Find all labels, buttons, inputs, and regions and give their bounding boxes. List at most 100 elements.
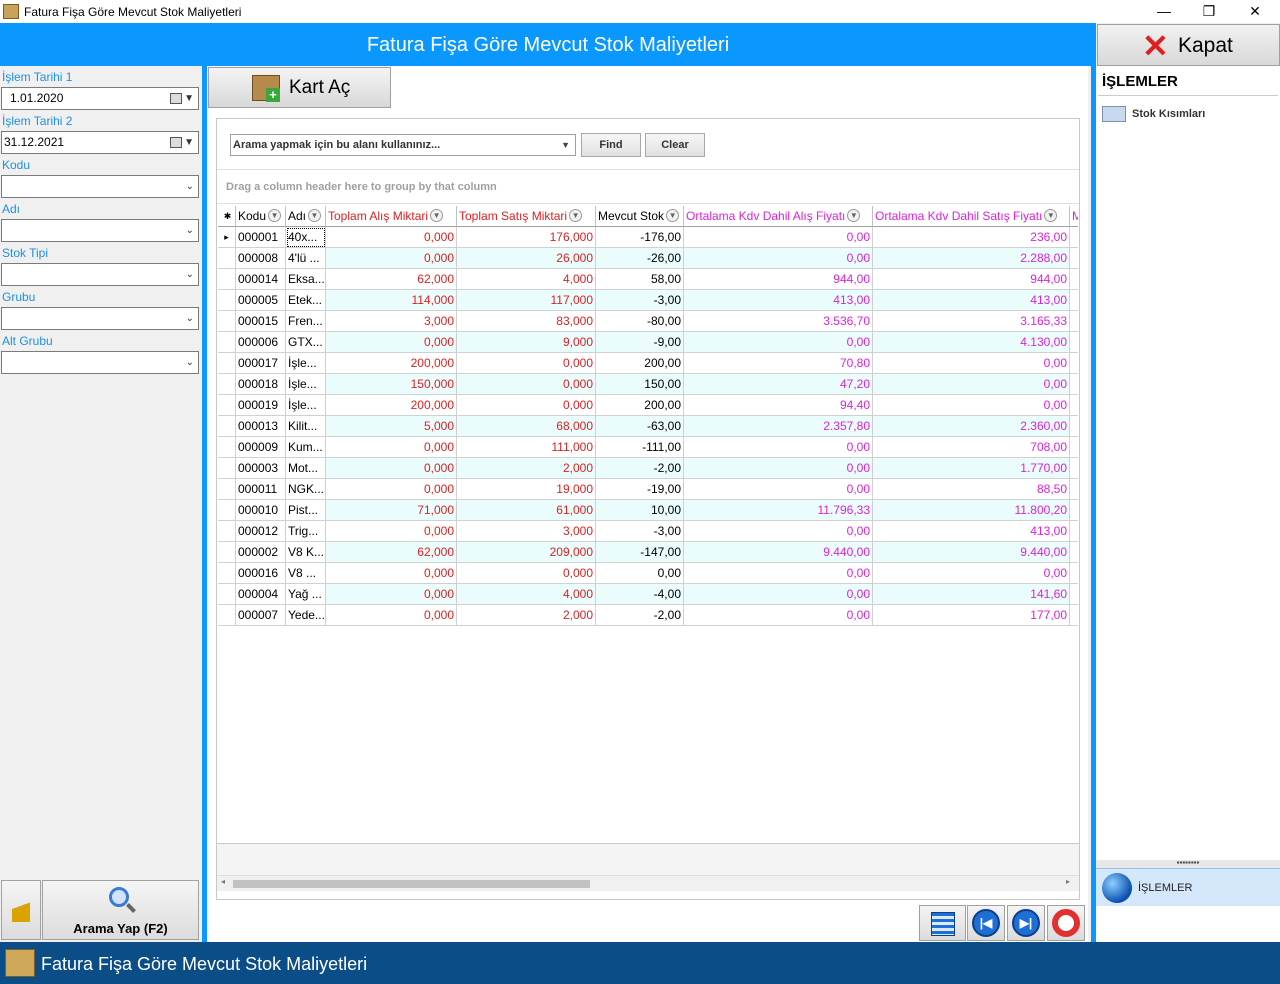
table-cell-satis[interactable]: 176,000	[457, 227, 596, 248]
table-cell-kodu[interactable]: 000003	[236, 458, 286, 479]
table-cell-kodu[interactable]: 000013	[236, 416, 286, 437]
table-cell-satis[interactable]: 68,000	[457, 416, 596, 437]
table-cell-satis[interactable]: 0,000	[457, 563, 596, 584]
table-row[interactable]: 000016 V8 ... 0,000 0,000 0,00 0,00 0,00	[218, 563, 1078, 584]
table-row[interactable]: 000011 NGK... 0,000 19,000 -19,00 0,00 88,50	[218, 479, 1078, 500]
table-cell-ort_satis[interactable]: 1.770,00	[873, 458, 1070, 479]
panel-gripper[interactable]: ▪▪▪▪▪▪▪▪	[1096, 859, 1280, 868]
table-cell-alis[interactable]: 0,000	[326, 584, 457, 605]
table-cell-stok[interactable]: 200,00	[596, 395, 684, 416]
table-cell-kodu[interactable]: 000017	[236, 353, 286, 374]
table-cell-adi[interactable]: GTX...	[286, 332, 326, 353]
table-cell-kodu[interactable]: 000016	[236, 563, 286, 584]
table-cell-ort_alis[interactable]: 94,40	[684, 395, 873, 416]
table-cell-adi[interactable]: Kilit...	[286, 416, 326, 437]
table-cell-adi[interactable]: 4'lü ...	[286, 248, 326, 269]
stok-kisimlari-item[interactable]: Stok Kısımları	[1102, 106, 1205, 122]
table-cell-kodu[interactable]: 000019	[236, 395, 286, 416]
table-cell-ort_satis[interactable]: 708,00	[873, 437, 1070, 458]
table-cell-ort_satis[interactable]: 413,00	[873, 290, 1070, 311]
table-cell-satis[interactable]: 83,000	[457, 311, 596, 332]
table-cell-satis[interactable]: 117,000	[457, 290, 596, 311]
column-filter-icon[interactable]: ▼	[666, 209, 680, 223]
table-cell-alis[interactable]: 0,000	[326, 479, 457, 500]
table-cell-ort_alis[interactable]: 2.357,80	[684, 416, 873, 437]
column-header-ort_satis[interactable]: Ortalama Kdv Dahil Satış Fiyatı ▼	[873, 206, 1070, 227]
row-indicator[interactable]	[218, 563, 236, 584]
clear-filters-button[interactable]	[1, 880, 41, 940]
table-cell-kodu[interactable]: 000002	[236, 542, 286, 563]
table-cell-kodu[interactable]: 000009	[236, 437, 286, 458]
table-cell-adi[interactable]: Yede...	[286, 605, 326, 626]
table-cell-stok[interactable]: -2,00	[596, 605, 684, 626]
table-cell-alis[interactable]: 200,000	[326, 353, 457, 374]
table-cell-alis[interactable]: 200,000	[326, 395, 457, 416]
table-cell-ort_alis[interactable]: 0,00	[684, 227, 873, 248]
chevron-down-icon[interactable]: ⌄	[185, 225, 194, 236]
table-cell-ort_alis[interactable]: 9.440,00	[684, 542, 873, 563]
table-row[interactable]: 000019 İşle... 200,000 0,000 200,00 94,40 0,00	[218, 395, 1078, 416]
column-filter-icon[interactable]: ▼	[847, 209, 861, 223]
table-cell-adi[interactable]: İşle...	[286, 353, 326, 374]
table-cell-satis[interactable]: 0,000	[457, 353, 596, 374]
table-cell-ort_alis[interactable]: 944,00	[684, 269, 873, 290]
table-cell-satis[interactable]: 2,000	[457, 458, 596, 479]
close-form-button[interactable]: ✕ Kapat	[1097, 24, 1280, 66]
table-cell-ort_satis[interactable]: 3.165,33	[873, 311, 1070, 332]
table-cell-adi[interactable]: 40x...	[286, 227, 326, 248]
column-header-satis[interactable]: Toplam Satış Miktari ▼	[457, 206, 596, 227]
table-row[interactable]: 000007 Yede... 0,000 2,000 -2,00 0,00 177,00	[218, 605, 1078, 626]
table-cell-kodu[interactable]: 000007	[236, 605, 286, 626]
row-indicator[interactable]	[218, 521, 236, 542]
grid-options-button[interactable]	[919, 905, 966, 941]
table-cell-adi[interactable]: Trig...	[286, 521, 326, 542]
column-filter-icon[interactable]: ▼	[308, 209, 322, 223]
column-header-ort_alis[interactable]: Ortalama Kdv Dahil Alış Fiyatı ▼	[684, 206, 873, 227]
right-splitter[interactable]	[1088, 66, 1096, 942]
table-row[interactable]: 000018 İşle... 150,000 0,000 150,00 47,20 0,00	[218, 374, 1078, 395]
last-record-button[interactable]: ▶|	[1007, 905, 1045, 941]
table-cell-ort_satis[interactable]: 413,00	[873, 521, 1070, 542]
column-filter-icon[interactable]: ▼	[569, 209, 583, 223]
chevron-down-icon[interactable]: ▼	[184, 137, 194, 148]
table-row[interactable]: 000014 Eksa... 62,000 4,000 58,00 944,00 944,0…	[218, 269, 1078, 290]
table-cell-ort_satis[interactable]: 0,00	[873, 374, 1070, 395]
table-cell-alis[interactable]: 0,000	[326, 437, 457, 458]
chevron-down-icon[interactable]: ▼	[184, 93, 194, 104]
table-cell-stok[interactable]: -19,00	[596, 479, 684, 500]
table-cell-kodu[interactable]: 000010	[236, 500, 286, 521]
row-indicator[interactable]	[218, 584, 236, 605]
table-cell-alis[interactable]: 71,000	[326, 500, 457, 521]
table-cell-satis[interactable]: 3,000	[457, 521, 596, 542]
table-cell-stok[interactable]: 10,00	[596, 500, 684, 521]
chevron-down-icon[interactable]: ▼	[561, 140, 570, 150]
chevron-down-icon[interactable]: ⌄	[185, 313, 194, 324]
table-cell-adi[interactable]: Etek...	[286, 290, 326, 311]
grid-search-input[interactable]: Arama yapmak için bu alanı kullanınız...…	[230, 134, 576, 156]
grubu-select[interactable]: ⌄	[1, 307, 199, 330]
islem-tarihi-2-field[interactable]: 31.12.2021 ▼	[1, 131, 199, 154]
minimize-button[interactable]: —	[1157, 3, 1171, 19]
table-cell-alis[interactable]: 62,000	[326, 542, 457, 563]
table-row[interactable]: 000004 Yağ ... 0,000 4,000 -4,00 0,00 141,60	[218, 584, 1078, 605]
table-row[interactable]: 000006 GTX... 0,000 9,000 -9,00 0,00 4.130,00	[218, 332, 1078, 353]
table-cell-satis[interactable]: 19,000	[457, 479, 596, 500]
table-cell-ort_satis[interactable]: 0,00	[873, 395, 1070, 416]
table-row[interactable]: 000013 Kilit... 5,000 68,000 -63,00 2.357,80 2…	[218, 416, 1078, 437]
column-filter-icon[interactable]: ▼	[268, 209, 282, 223]
row-indicator[interactable]	[218, 332, 236, 353]
table-cell-kodu[interactable]: 000008	[236, 248, 286, 269]
table-cell-ort_alis[interactable]: 0,00	[684, 563, 873, 584]
clear-button[interactable]: Clear	[645, 133, 705, 157]
table-cell-adi[interactable]: Fren...	[286, 311, 326, 332]
table-cell-ort_alis[interactable]: 0,00	[684, 437, 873, 458]
table-cell-alis[interactable]: 62,000	[326, 269, 457, 290]
kart-ac-button[interactable]: + Kart Aç	[208, 67, 391, 108]
table-cell-stok[interactable]: -147,00	[596, 542, 684, 563]
table-cell-stok[interactable]: 58,00	[596, 269, 684, 290]
find-button[interactable]: Find	[581, 133, 641, 157]
table-cell-kodu[interactable]: 000012	[236, 521, 286, 542]
table-row[interactable]: 000003 Mot... 0,000 2,000 -2,00 0,00 1.770,00	[218, 458, 1078, 479]
row-indicator[interactable]	[218, 374, 236, 395]
row-indicator[interactable]	[218, 248, 236, 269]
